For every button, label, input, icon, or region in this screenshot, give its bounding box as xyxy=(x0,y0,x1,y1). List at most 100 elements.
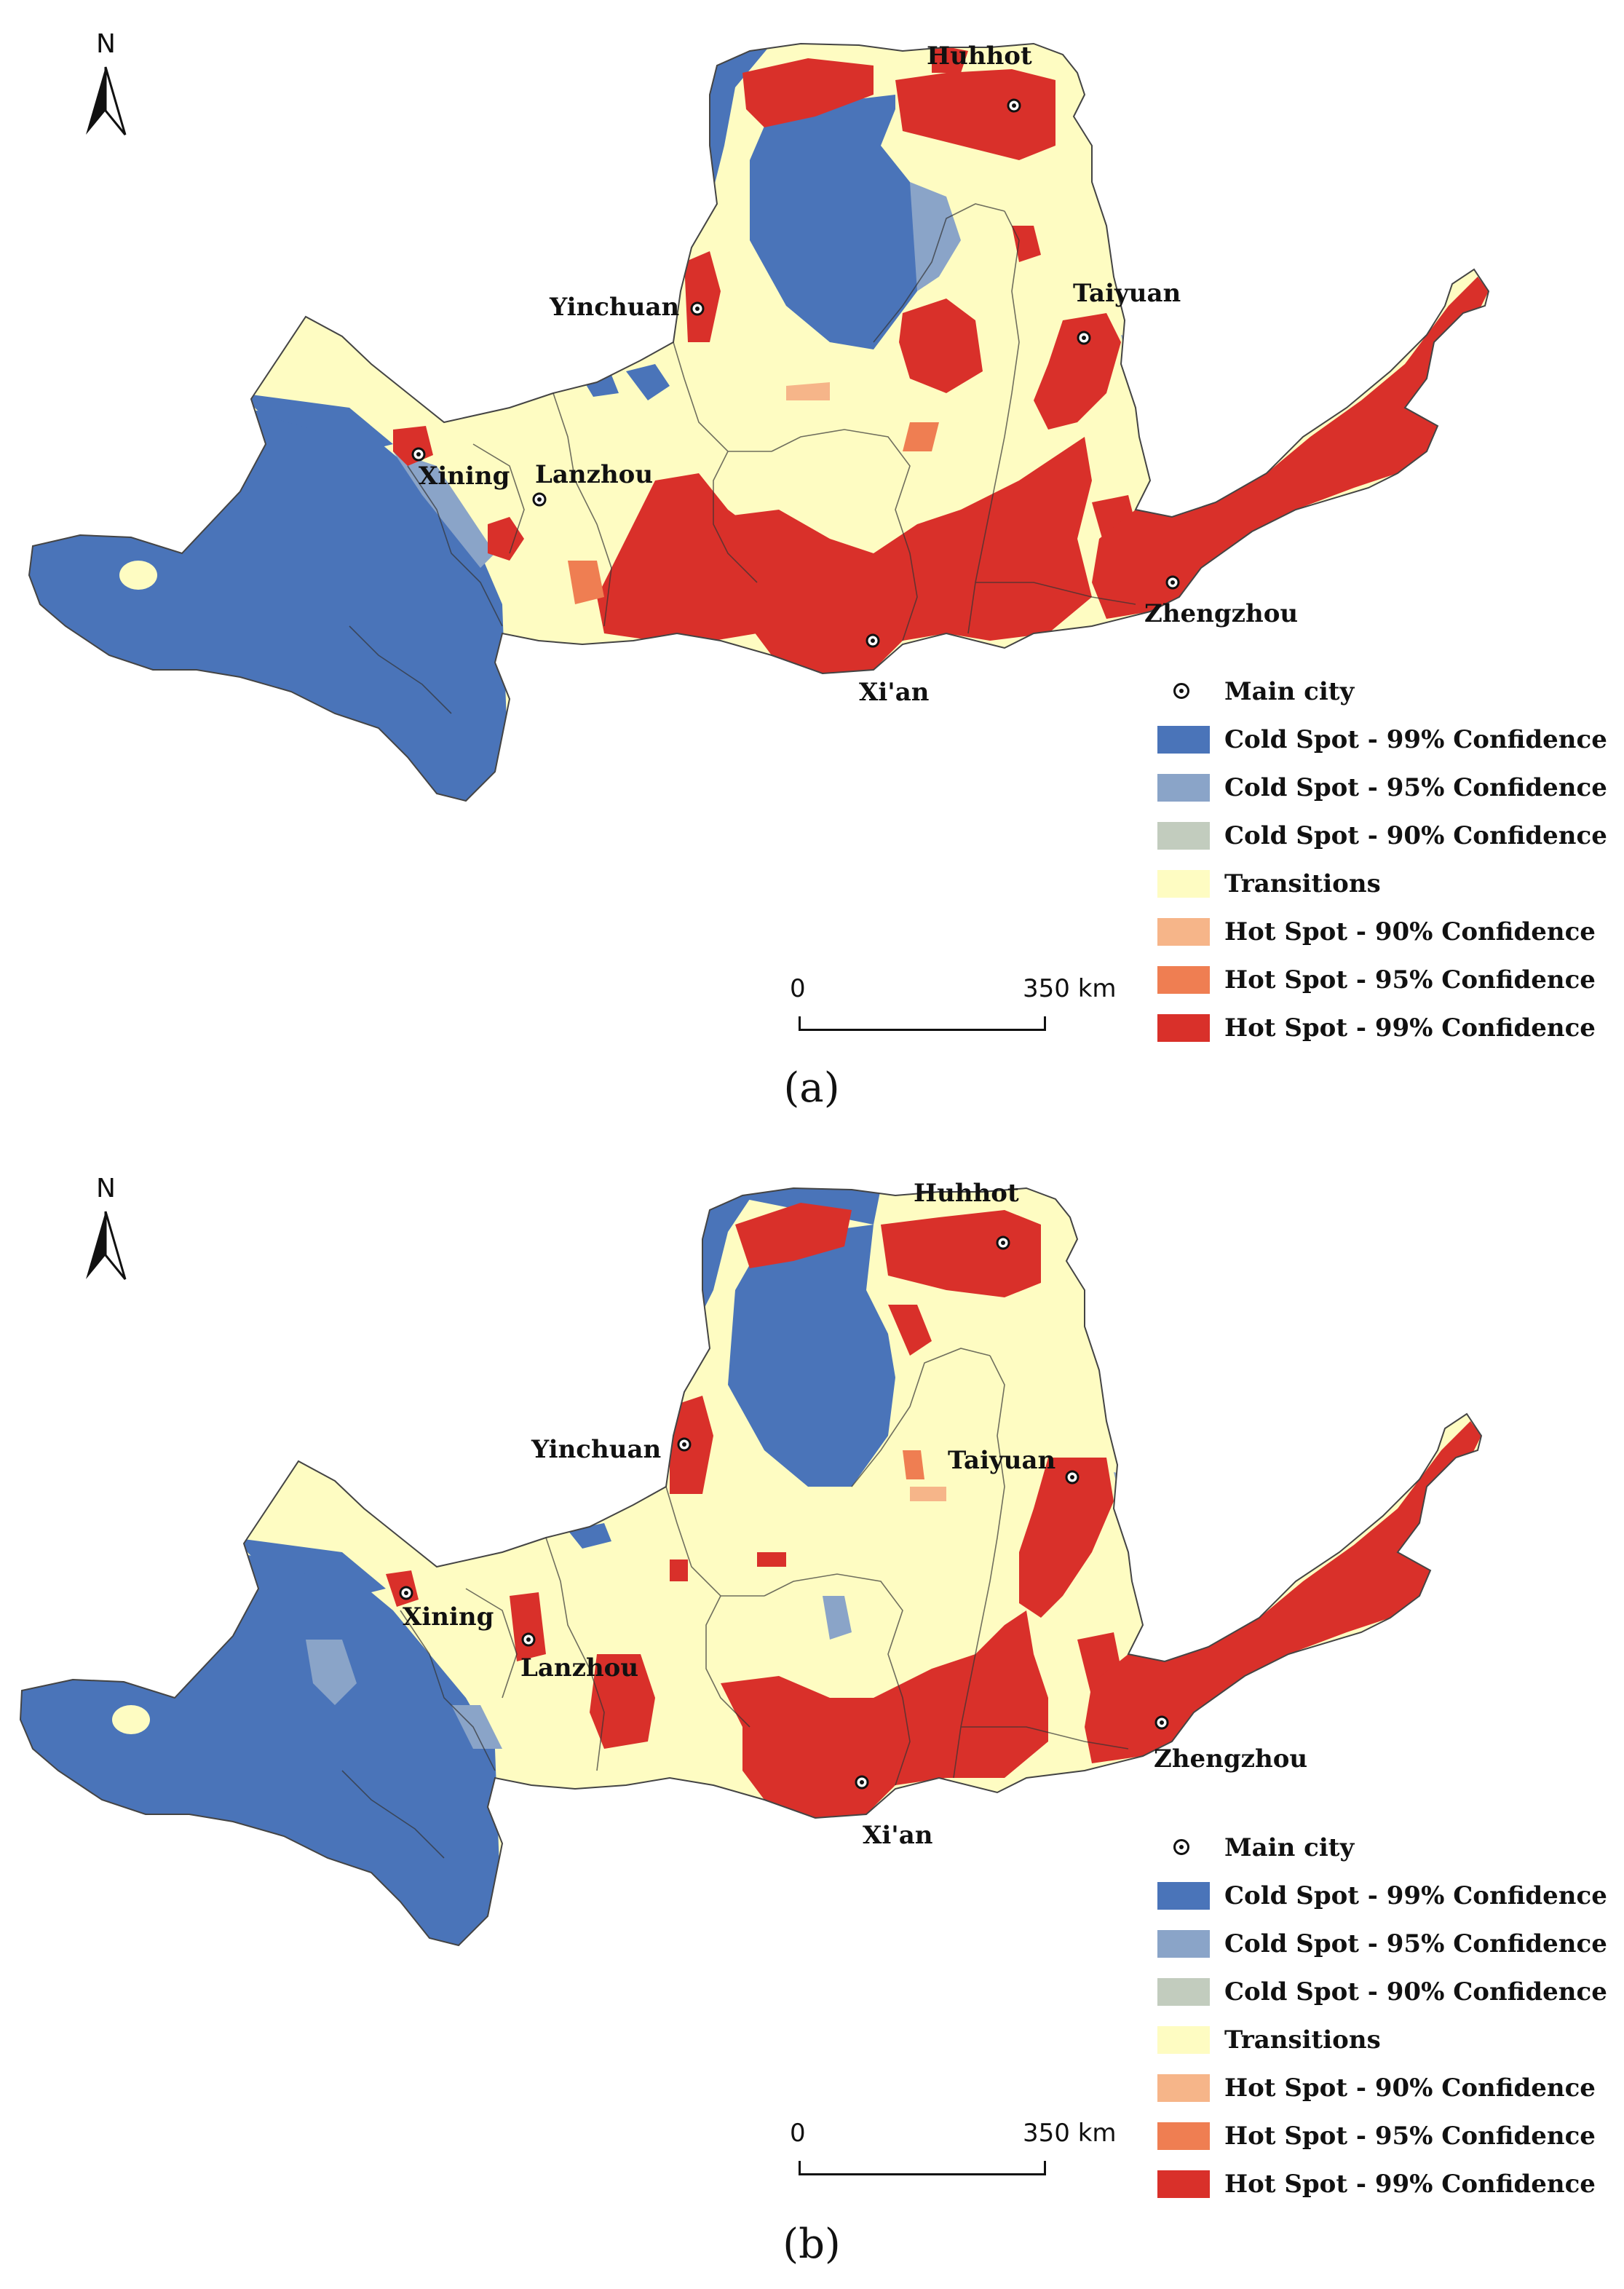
legend-item-cold-95-a: Cold Spot - 95% Confidence xyxy=(1157,764,1623,813)
zone-hot-xian-b xyxy=(721,1610,1048,1818)
zone-hot-huhhot-north-a xyxy=(932,44,968,73)
city-xian-b: Xi'an xyxy=(855,1775,932,1850)
legend-item-cold-90-a: Cold Spot - 90% Confidence xyxy=(1157,813,1623,861)
zone-cold-ordos-west-a xyxy=(699,44,772,189)
city-label-xian-a: Xi'an xyxy=(859,678,929,707)
zone-cold95-central-b xyxy=(823,1596,852,1640)
zone-hot-lanzhou-a xyxy=(488,517,524,561)
main-city-icon xyxy=(1173,683,1189,699)
city-label-taiyuan-b: Taiyuan xyxy=(948,1446,1055,1475)
legend-item-cold-99-b: Cold Spot - 99% Confidence xyxy=(1157,1873,1623,1921)
legend-swatch-transitions xyxy=(1157,870,1210,898)
scale-bar-b: 0 350 km xyxy=(790,2119,1139,2184)
city-label-xining-a: Xining xyxy=(419,462,510,491)
zone-hot-central-a xyxy=(597,473,772,641)
legend-swatch-cold-95 xyxy=(1157,774,1210,802)
legend-item-cold-99-a: Cold Spot - 99% Confidence xyxy=(1157,716,1623,764)
legend-item-hot-90-a: Hot Spot - 90% Confidence xyxy=(1157,909,1623,957)
zone-hot90-a xyxy=(786,382,830,400)
city-taiyuan-a: Taiyuan xyxy=(1073,279,1181,345)
legend-swatch-cold-95 xyxy=(1157,1930,1210,1958)
legend-swatch-cold-99 xyxy=(1157,726,1210,754)
city-xining-b: Xining xyxy=(399,1586,494,1632)
zone-cold-ordos-west-b xyxy=(692,1188,757,1319)
zone-hot-huhhot-west-b xyxy=(735,1203,852,1268)
city-zhengzhou-b: Zhengzhou xyxy=(1154,1715,1307,1774)
legend-item-hot-95-a: Hot Spot - 95% Confidence xyxy=(1157,957,1623,1005)
city-lanzhou-a: Lanzhou xyxy=(532,460,653,507)
legend-swatch-hot-99 xyxy=(1157,1014,1210,1042)
zone-hot-ordos-south-a xyxy=(899,299,983,393)
legend-swatch-cold-90 xyxy=(1157,822,1210,850)
north-arrow-icon-a: N xyxy=(86,29,127,135)
city-xian-a: Xi'an xyxy=(859,633,929,707)
city-label-lanzhou-b: Lanzhou xyxy=(520,1653,638,1683)
zone-cold-northwest-a xyxy=(240,393,393,451)
zone-hot-small-b xyxy=(670,1559,688,1581)
map-panel-b: Huhhot Yinchuan Taiyuan Xining Lanzhou Z… xyxy=(0,1144,1624,2289)
hotspot-map-b: Huhhot Yinchuan Taiyuan Xining Lanzhou Z… xyxy=(20,1174,1482,1946)
zone-hot95-central-a xyxy=(568,561,604,604)
zone-hot-huhhot-b xyxy=(881,1210,1041,1297)
city-huhhot-a: Huhhot xyxy=(927,41,1032,113)
city-label-zhengzhou-b: Zhengzhou xyxy=(1154,1744,1307,1774)
zone-cold-ordos-b xyxy=(692,1188,895,1487)
legend-swatch-hot-95 xyxy=(1157,2122,1210,2150)
scale-start-b: 0 xyxy=(790,2119,806,2148)
zone-hot-huhhot-west-a xyxy=(742,58,874,127)
zone-hot-ordos-east-b xyxy=(888,1305,932,1356)
zone-transition-island-a xyxy=(119,561,157,590)
zone-cold-ordos-a xyxy=(699,44,939,349)
legend-swatch-hot-95 xyxy=(1157,966,1210,994)
city-label-zhengzhou-a: Zhengzhou xyxy=(1144,599,1298,628)
legend-swatch-hot-90 xyxy=(1157,918,1210,946)
city-zhengzhou-a: Zhengzhou xyxy=(1144,575,1298,628)
scale-bar-line-a xyxy=(799,1016,1046,1031)
scale-end-b: 350 km xyxy=(1023,2119,1117,2148)
city-label-xining-b: Xining xyxy=(403,1602,494,1632)
legend-item-hot-90-b: Hot Spot - 90% Confidence xyxy=(1157,2065,1623,2113)
svg-text:N: N xyxy=(96,29,116,59)
scale-end-a: 350 km xyxy=(1023,974,1117,1003)
zone-hot-east-b xyxy=(1077,1632,1121,1698)
zone-cold-northwest-b xyxy=(233,1538,386,1596)
zone-cold-small-a xyxy=(626,364,670,400)
legend-swatch-transitions xyxy=(1157,2026,1210,2054)
legend-item-main-city-b: Main city xyxy=(1157,1825,1623,1873)
zone-hot-small-a xyxy=(1012,226,1041,262)
zone-cold95-west-a xyxy=(393,451,495,568)
zone-cold95-west2-b xyxy=(451,1705,502,1749)
city-xining-a: Xining xyxy=(411,447,510,491)
north-arrow-icon-b: N xyxy=(86,1174,127,1280)
city-huhhot-b: Huhhot xyxy=(914,1179,1019,1250)
scale-bar-line-b xyxy=(799,2161,1046,2175)
legend-item-transitions-b: Transitions xyxy=(1157,2017,1623,2065)
city-yinchuan-a: Yinchuan xyxy=(549,293,705,322)
zone-hot-zhengzhou-a xyxy=(1092,277,1489,619)
zone-hot90-b xyxy=(910,1487,946,1501)
zone-cold95-east-b xyxy=(1114,1472,1146,1501)
zone-cold95-east-a xyxy=(1121,335,1154,364)
zone-hot-taiyuan-a xyxy=(1034,313,1121,430)
city-label-taiyuan-a: Taiyuan xyxy=(1073,279,1181,308)
zone-cold95-ordos-a xyxy=(910,182,961,291)
panel-label-a: (a) xyxy=(783,1064,840,1112)
panel-label-b: (b) xyxy=(783,2221,841,2268)
zone-hot-yinchuan-b xyxy=(670,1396,713,1494)
city-label-yinchuan-b: Yinchuan xyxy=(531,1435,661,1464)
zone-hot-taiyuan-b xyxy=(1019,1458,1114,1618)
legend-swatch-hot-90 xyxy=(1157,2074,1210,2102)
province-boundaries-b xyxy=(341,1348,1129,1859)
zone-hot-huhhot-a xyxy=(895,69,1055,160)
legend-item-hot-99-a: Hot Spot - 99% Confidence xyxy=(1157,1005,1623,1053)
legend-item-hot-99-b: Hot Spot - 99% Confidence xyxy=(1157,2161,1623,2209)
city-lanzhou-b: Lanzhou xyxy=(520,1632,638,1683)
zone-cold95-west-b xyxy=(306,1640,357,1705)
city-label-yinchuan-a: Yinchuan xyxy=(549,293,679,322)
city-label-xian-b: Xi'an xyxy=(863,1821,932,1850)
map-panel-a: Huhhot Yinchuan Taiyuan Xining Lanzhou Z… xyxy=(0,0,1624,1144)
zone-hot-xian-a xyxy=(721,437,1092,673)
legend-item-hot-95-b: Hot Spot - 95% Confidence xyxy=(1157,2113,1623,2161)
city-markers-b: Huhhot Yinchuan Taiyuan Xining Lanzhou Z… xyxy=(399,1179,1307,1850)
legend-item-transitions-a: Transitions xyxy=(1157,861,1623,909)
